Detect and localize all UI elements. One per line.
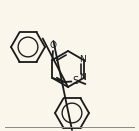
Text: S: S <box>72 76 79 86</box>
Text: N: N <box>79 73 86 83</box>
Text: N: N <box>79 56 86 64</box>
Text: O: O <box>50 42 57 50</box>
